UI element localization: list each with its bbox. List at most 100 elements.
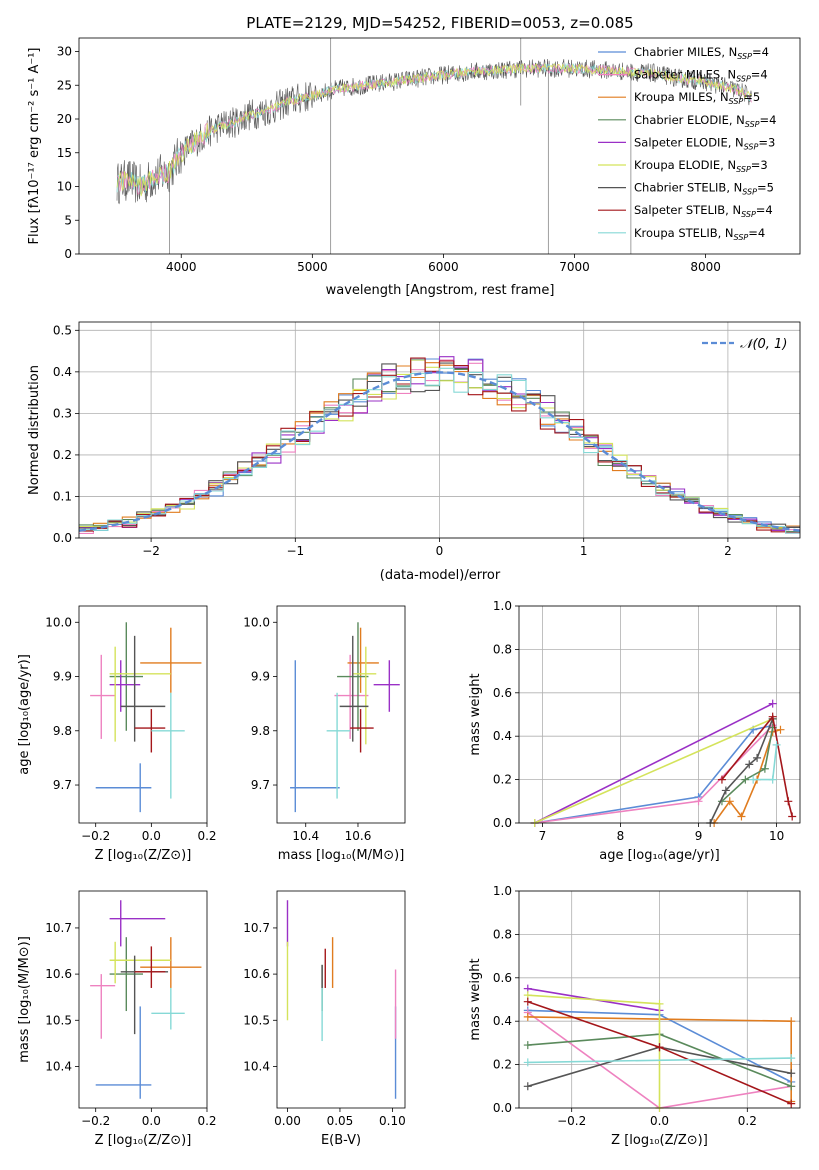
y-axis-label: age [log₁₀(age/yr)] — [17, 654, 32, 775]
series-marker-chabrier_elodie — [760, 764, 769, 773]
series-marker-salpeter_stelib — [788, 812, 797, 821]
y-tick-label: 15 — [57, 146, 72, 160]
legend-name: Salpeter MILES, N — [634, 68, 736, 82]
axes-frame — [518, 605, 801, 824]
series-marker-chabrier_stelib — [787, 1069, 796, 1078]
legend-name: Chabrier STELIB, N — [634, 181, 742, 195]
series-marker-kroupa_elodie — [655, 999, 664, 1008]
y-tick-label: 0 — [64, 247, 72, 261]
x-tick-label: 9 — [695, 829, 703, 843]
legend-ssp-count: =5 — [743, 90, 760, 104]
legend-label-chabrier_stelib: Chabrier STELIB, NSSP=5 — [634, 181, 774, 197]
y-tick-label: 9.8 — [251, 724, 270, 738]
y-tick-label: 0.2 — [53, 448, 72, 462]
x-tick-label: −1 — [286, 544, 304, 558]
series-marker-salpeter_stelib — [787, 1099, 796, 1108]
x-tick-label: 0.0 — [142, 829, 161, 843]
y-axis-label: mass [log₁₀(M/M⊙)] — [17, 936, 32, 1063]
y-tick-label: 9.9 — [251, 670, 270, 684]
legend-name: Salpeter ELODIE, N — [634, 135, 744, 149]
residuals-x-label: (data-model)/error — [380, 568, 501, 583]
spectrum-x-label: wavelength [Angstrom, rest frame] — [326, 283, 555, 298]
axes-frame — [78, 890, 208, 1109]
y-tick-label: 0.0 — [53, 531, 72, 545]
age-vs-metallicity-panel: −0.2 0.0 0.2 9.7 9.8 9.9 10.0 Z [log₁₀(Z/Z⊙)] ag… — [17, 605, 217, 863]
residuals-plot-area: −2 −1 0 1 2 0.0 0.1 0.2 0.3 0.4 0.5 — [53, 321, 801, 558]
spectrum-y-label: Flux [fλ10⁻¹⁷ erg cm⁻² s⁻¹ A⁻¹] — [27, 48, 42, 245]
x-axis-label: Z [log₁₀(Z/Z⊙)] — [611, 1133, 708, 1148]
series-marker-kroupa_stelib — [749, 775, 758, 784]
y-tick-label: 1.0 — [493, 884, 512, 898]
x-tick-label: 2 — [724, 544, 732, 558]
x-tick-label: 10.4 — [292, 829, 319, 843]
series-marker-kroupa_miles — [737, 812, 746, 821]
x-tick-label: 0.2 — [197, 1114, 216, 1128]
x-tick-label: 0.0 — [650, 1114, 669, 1128]
x-tick-label: 0.00 — [274, 1114, 301, 1128]
legend-name: Kroupa STELIB, N — [634, 226, 734, 240]
y-tick-label: 10.0 — [243, 615, 270, 629]
series-marker-kroupa_stelib — [768, 775, 777, 784]
x-tick-label: −0.2 — [557, 1114, 586, 1128]
x-tick-label: 7 — [539, 829, 547, 843]
y-tick-label: 5 — [64, 213, 72, 227]
y-tick-label: 0.3 — [53, 406, 72, 420]
legend-ssp-sub: SSP — [737, 52, 752, 61]
x-tick-label: −0.2 — [81, 829, 110, 843]
legend-label-chabrier_elodie: Chabrier ELODIE, NSSP=4 — [634, 113, 776, 129]
x-tick-label: 0.0 — [142, 1114, 161, 1128]
legend-ssp-sub: SSP — [745, 120, 760, 129]
x-axis-label: Z [log₁₀(Z/Z⊙)] — [95, 848, 192, 863]
residuals-legend-label: 𝒩(0, 1) — [740, 337, 787, 352]
legend-ssp-count: =3 — [758, 135, 775, 149]
series-marker-salpeter_stelib — [655, 1043, 664, 1052]
legend-label-kroupa_stelib: Kroupa STELIB, NSSP=4 — [634, 226, 765, 242]
series-line-kroupa_stelib — [527, 1057, 792, 1064]
y-tick-label: 25 — [57, 78, 72, 92]
x-tick-label: 7000 — [559, 260, 590, 274]
normal-curve — [79, 371, 800, 532]
legend-ssp-count: =4 — [748, 226, 765, 240]
legend-ssp-sub: SSP — [744, 142, 759, 151]
y-tick-label: 0.0 — [493, 816, 512, 830]
series-marker-chabrier_stelib — [745, 760, 754, 769]
y-tick-label: 0.2 — [493, 1058, 512, 1072]
legend-ssp-count: =4 — [752, 45, 769, 59]
legend-name: Chabrier ELODIE, N — [634, 113, 745, 127]
y-tick-label: 10.6 — [45, 967, 72, 981]
x-tick-label: 8000 — [690, 260, 721, 274]
mass-vs-ebv-panel: 0.00 0.05 0.10 10.4 10.5 10.6 10.7 E(B-V) — [243, 890, 406, 1148]
x-tick-label: 8 — [617, 829, 625, 843]
x-tick-label: 10 — [769, 829, 784, 843]
mass-vs-metallicity-panel: −0.2 0.0 0.2 10.4 10.5 10.6 10.7 Z [log₁₀(Z/Z⊙)… — [17, 890, 217, 1148]
axes-frame — [276, 890, 406, 1109]
legend-label-chabrier_miles: Chabrier MILES, NSSP=4 — [634, 45, 769, 61]
series-line-chabrier_elodie — [721, 727, 774, 802]
y-tick-label: 0.6 — [493, 971, 512, 985]
legend-ssp-count: =5 — [757, 181, 774, 195]
series-marker-chabrier_stelib — [753, 753, 762, 762]
histogram-kroupa_stelib — [79, 367, 800, 534]
series-line-kroupa_elodie — [534, 718, 774, 824]
y-tick-label: 0.4 — [493, 729, 512, 743]
series-marker-kroupa_miles — [776, 725, 785, 734]
y-tick-label: 10.7 — [45, 921, 72, 935]
legend-name: Salpeter STELIB, N — [634, 203, 741, 217]
legend-ssp-sub: SSP — [729, 97, 744, 106]
y-tick-label: 10.0 — [45, 615, 72, 629]
x-tick-label: 10.6 — [345, 829, 372, 843]
y-tick-label: 0.4 — [493, 1014, 512, 1028]
series-marker-salpeter_stelib — [768, 712, 777, 721]
series-line-salpeter_stelib — [721, 714, 793, 817]
series-marker-kroupa_stelib — [523, 1058, 532, 1067]
spectrum-panel: PLATE=2129, MJD=54252, FIBERID=0053, z=0… — [27, 14, 801, 298]
y-tick-label: 0.8 — [493, 642, 512, 656]
y-tick-label: 0.2 — [493, 773, 512, 787]
series-marker-kroupa_miles — [725, 797, 734, 806]
legend-label-salpeter_stelib: Salpeter STELIB, NSSP=4 — [634, 203, 773, 219]
legend-name: Kroupa ELODIE, N — [634, 158, 736, 172]
weight-vs-age-panel: 7 8 9 10 0.0 0.2 0.4 0.6 0.8 1.0 age [log₁₀(age/yr… — [468, 599, 801, 863]
y-tick-label: 10.4 — [243, 1059, 270, 1073]
legend-ssp-count: =4 — [751, 68, 768, 82]
